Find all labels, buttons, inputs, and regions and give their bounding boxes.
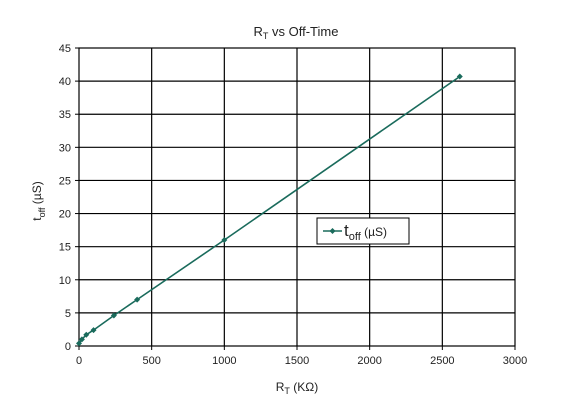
x-axis-label: RT (KΩ) (276, 380, 318, 396)
x-tick-label: 2000 (357, 355, 381, 367)
y-tick-label: 40 (59, 76, 71, 88)
y-tick-label: 15 (59, 242, 71, 254)
data-point (456, 73, 463, 80)
legend-marker (329, 228, 336, 234)
legend-label: toff (µS) (344, 221, 387, 243)
y-tick-label: 10 (59, 275, 71, 287)
data-point (221, 237, 228, 244)
y-tick-labels: 0 5 10 15 20 25 30 35 40 45 (59, 43, 71, 353)
x-tick-label: 3000 (503, 355, 527, 367)
y-tick-label: 5 (65, 308, 71, 320)
x-tick-labels: 0 500 1000 1500 2000 2500 3000 (76, 355, 527, 367)
data-point (90, 327, 97, 334)
chart-title: RT vs Off-Time (254, 24, 339, 41)
y-tick-label: 35 (59, 109, 71, 121)
data-point (76, 340, 82, 347)
gridlines (75, 47, 516, 350)
y-tick-label: 20 (59, 209, 71, 221)
x-tick-label: 1000 (212, 355, 236, 367)
x-tick-label: 0 (76, 355, 82, 367)
y-tick-label: 45 (59, 43, 71, 55)
x-tick-label: 1500 (285, 355, 309, 367)
x-tick-label: 2500 (430, 355, 454, 367)
x-tick-label: 500 (142, 355, 160, 367)
y-tick-label: 25 (59, 175, 71, 187)
y-tick-label: 30 (59, 142, 71, 154)
data-point (134, 296, 141, 303)
data-point (110, 312, 117, 319)
y-axis-label: toff (µS) (30, 181, 47, 220)
data-point (83, 331, 90, 338)
y-tick-label: 0 (65, 341, 71, 353)
legend: toff (µS) (316, 217, 410, 245)
data-point (78, 336, 85, 343)
series-group (76, 73, 463, 347)
